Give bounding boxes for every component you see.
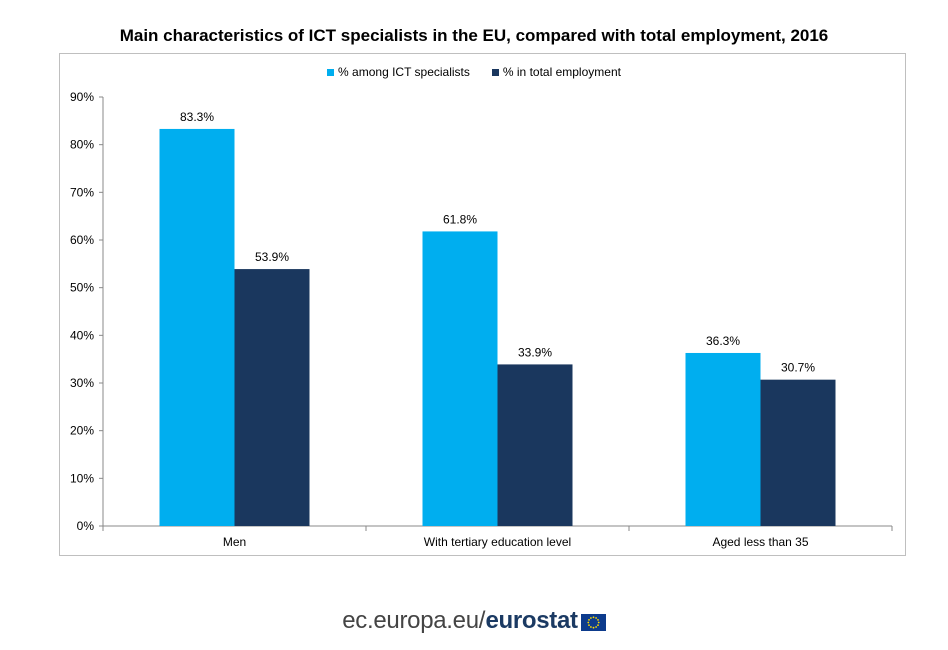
data-label: 36.3%: [706, 334, 740, 348]
data-label: 83.3%: [180, 110, 214, 124]
category-label: With tertiary education level: [424, 535, 571, 549]
footer-brand: eurostat: [485, 607, 578, 634]
footer-separator: /: [478, 607, 486, 634]
y-tick-label: 40%: [70, 328, 94, 342]
data-label: 30.7%: [781, 361, 815, 375]
footer: ec.europa.eu / eurostat: [0, 607, 948, 635]
bar: [234, 269, 310, 526]
legend-label-total: % in total employment: [502, 65, 621, 79]
category-label: Men: [223, 535, 246, 549]
legend-swatch-ict: [327, 68, 335, 76]
legend-item-total: % in total employment: [491, 65, 621, 79]
bar: [497, 364, 573, 526]
data-label: 53.9%: [255, 250, 289, 264]
legend-label-ict: % among ICT specialists: [338, 65, 470, 79]
y-tick-label: 30%: [70, 376, 94, 390]
footer-site[interactable]: ec.europa.eu: [342, 607, 479, 634]
y-tick-label: 20%: [70, 424, 94, 438]
y-tick-label: 80%: [70, 138, 94, 152]
legend: % among ICT specialists % in total emplo…: [0, 65, 948, 79]
legend-swatch-total: [491, 68, 499, 76]
category-label: Aged less than 35: [712, 535, 808, 549]
y-tick-label: 70%: [70, 185, 94, 199]
y-tick-label: 0%: [77, 519, 95, 533]
y-tick-label: 50%: [70, 281, 94, 295]
chart-title: Main characteristics of ICT specialists …: [119, 26, 829, 45]
y-tick-label: 90%: [70, 90, 94, 104]
bar: [685, 352, 761, 526]
y-tick-label: 10%: [70, 471, 94, 485]
bar: [422, 231, 498, 527]
legend-item-ict: % among ICT specialists: [327, 65, 470, 79]
bar: [159, 128, 235, 527]
data-label: 61.8%: [443, 212, 477, 226]
chart-frame: [59, 53, 906, 556]
bar: [760, 379, 836, 526]
eu-flag-icon: [580, 613, 606, 631]
data-label: 33.9%: [518, 345, 552, 359]
y-tick-label: 60%: [70, 233, 94, 247]
